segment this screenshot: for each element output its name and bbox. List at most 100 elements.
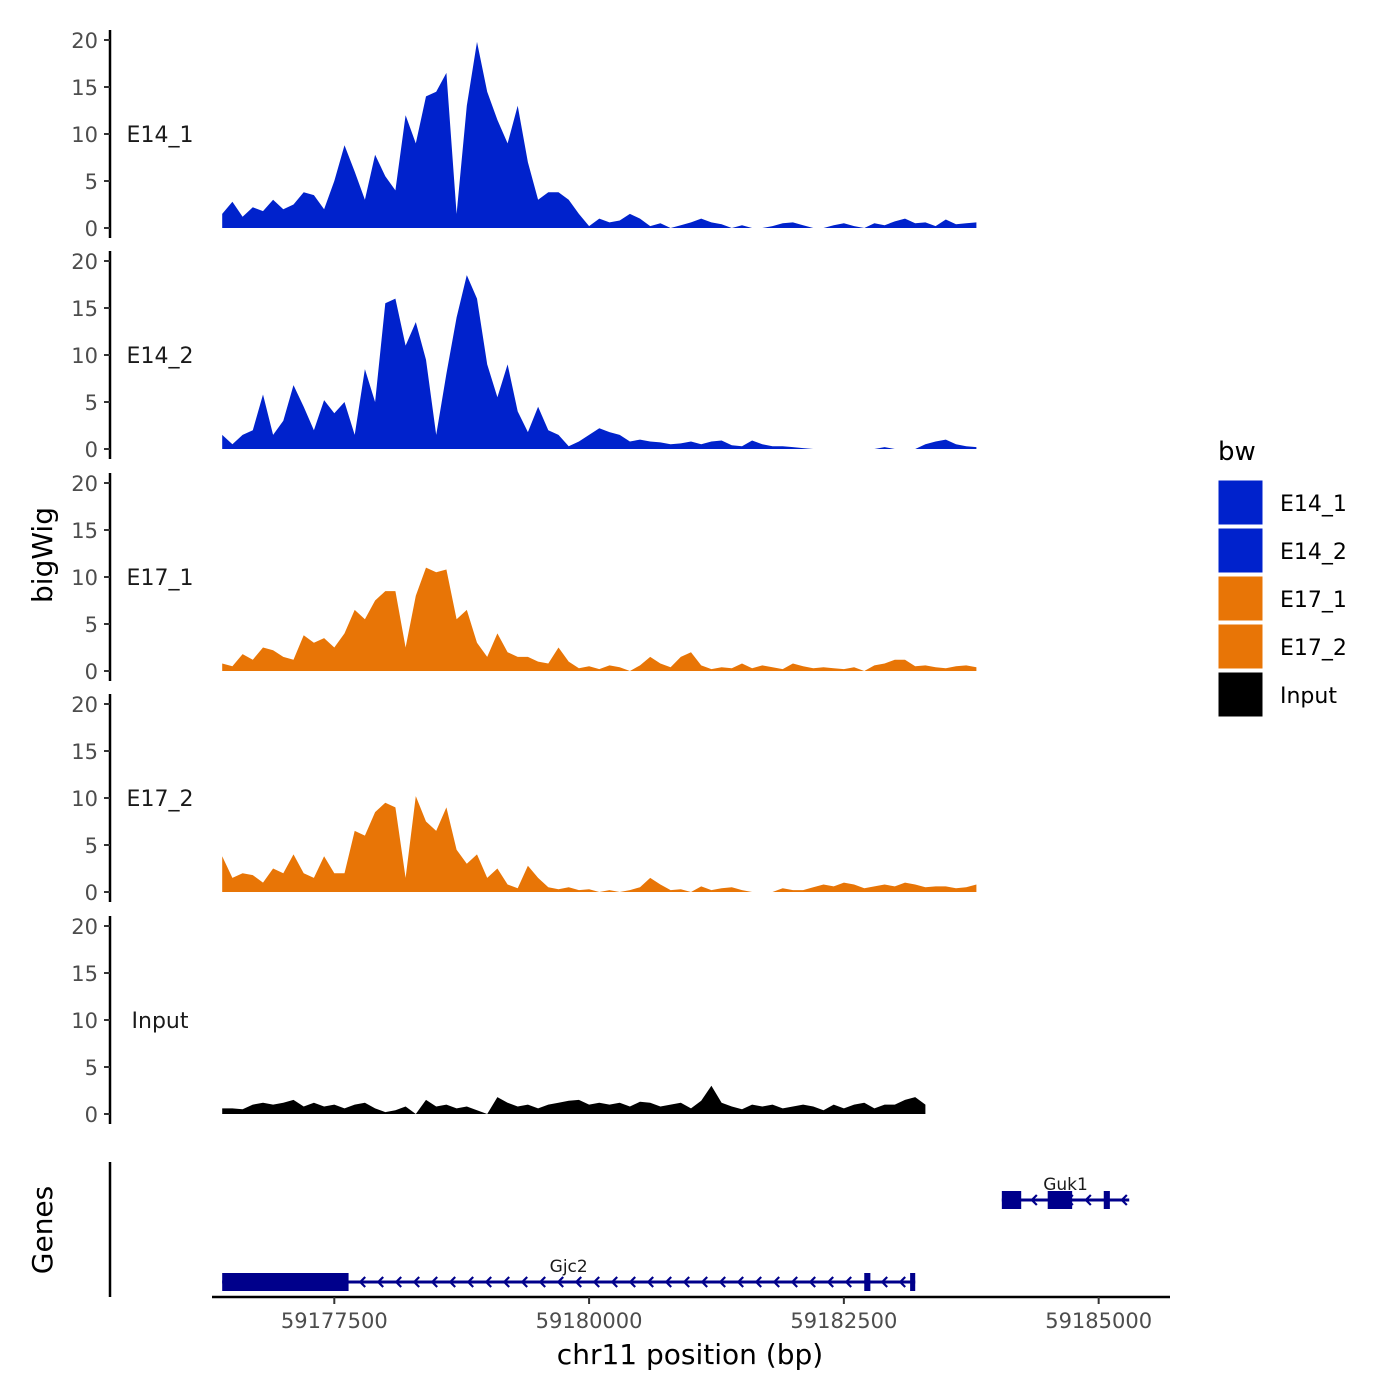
strand-arrow	[772, 1276, 780, 1288]
panel-label: E14_1	[127, 123, 194, 148]
y-tick-label: 15	[71, 297, 98, 321]
strand-arrow	[502, 1276, 510, 1288]
x-axis: 59177500 59180000 59182500 59185000	[212, 1295, 1170, 1333]
strand-arrow	[538, 1276, 546, 1288]
panel-label: E17_2	[127, 787, 194, 812]
panel-e17_2: 0 5 10 15 20 E17_2	[71, 693, 977, 905]
y-tick-label: 10	[71, 344, 98, 368]
area-e14_2	[222, 275, 977, 449]
legend-label: E17_2	[1280, 636, 1347, 661]
gene-guk1: Guk1	[1001, 1175, 1130, 1209]
panel-label: E14_2	[127, 344, 194, 369]
genes-axis-title: Genes	[26, 1186, 59, 1274]
gene-track: Gjc2 Guk1	[108, 1162, 1130, 1297]
y-tick-label: 5	[85, 834, 98, 858]
y-tick-label: 20	[71, 472, 98, 496]
strand-arrow	[556, 1276, 564, 1288]
strand-arrow	[358, 1276, 366, 1288]
panel-e14_2: 0 5 10 15 20 E14_2	[71, 250, 977, 462]
strand-arrow	[826, 1276, 834, 1288]
y-tick-label: 5	[85, 1056, 98, 1080]
gene-gjc2: Gjc2	[222, 1257, 916, 1291]
strand-arrow	[682, 1276, 690, 1288]
area-e17_2	[222, 796, 977, 892]
y-tick-label: 0	[85, 660, 98, 684]
y-tick-label: 5	[85, 391, 98, 415]
legend-label: Input	[1280, 684, 1337, 709]
panel-e14_1: 0 5 10 15 20 E14_1	[71, 29, 977, 241]
x-tick-label: 59182500	[790, 1309, 897, 1333]
strand-arrow	[448, 1276, 456, 1288]
y-tick-label: 15	[71, 519, 98, 543]
legend: bw E14_1 E14_2 E17_1 E17_2 Input	[1217, 437, 1347, 718]
y-tick-label: 0	[85, 881, 98, 905]
y-tick-label: 0	[85, 217, 98, 241]
strand-arrow	[520, 1276, 528, 1288]
strand-arrow	[808, 1276, 816, 1288]
y-tick-label: 20	[71, 693, 98, 717]
y-tick-label: 20	[71, 915, 98, 939]
exon-block	[1103, 1191, 1110, 1209]
y-tick-label: 15	[71, 740, 98, 764]
strand-arrow	[1030, 1194, 1038, 1206]
strand-arrow	[376, 1276, 384, 1288]
legend-label: E14_2	[1280, 540, 1347, 565]
strand-arrow	[736, 1276, 744, 1288]
legend-swatch-e17_2	[1217, 623, 1264, 670]
strand-arrow	[610, 1276, 618, 1288]
legend-swatch-e14_1	[1217, 479, 1264, 526]
area-input	[222, 1085, 926, 1114]
strand-arrow	[574, 1276, 582, 1288]
x-tick-label: 59180000	[536, 1309, 643, 1333]
x-axis-title: chr11 position (bp)	[557, 1338, 823, 1371]
strand-arrow	[484, 1276, 492, 1288]
strand-arrow	[1084, 1194, 1092, 1206]
area-e14_1	[222, 41, 977, 229]
gene-label: Gjc2	[550, 1257, 588, 1277]
panel-e17_1: 0 5 10 15 20 E17_1	[71, 472, 977, 684]
strand-arrow	[880, 1276, 888, 1288]
panel-label: E17_1	[127, 566, 194, 591]
legend-label: E14_1	[1280, 492, 1347, 517]
y-tick-label: 10	[71, 787, 98, 811]
x-tick-label: 59185000	[1045, 1309, 1152, 1333]
y-tick-label: 0	[85, 1103, 98, 1127]
strand-arrow	[718, 1276, 726, 1288]
y-tick-label: 15	[71, 76, 98, 100]
strand-arrow	[790, 1276, 798, 1288]
y-tick-label: 20	[71, 250, 98, 274]
exon-block	[864, 1273, 871, 1291]
strand-arrow	[394, 1276, 402, 1288]
y-axis-title: bigWig	[26, 507, 59, 603]
legend-swatch-e14_2	[1217, 527, 1264, 574]
strand-arrow	[592, 1276, 600, 1288]
y-tick-label: 10	[71, 123, 98, 147]
y-tick-label: 0	[85, 438, 98, 462]
legend-title: bw	[1218, 437, 1256, 467]
strand-arrow	[754, 1276, 762, 1288]
strand-arrow	[664, 1276, 672, 1288]
y-tick-label: 10	[71, 1009, 98, 1033]
exon-block	[1001, 1191, 1022, 1209]
coverage-panels: 05101520E14_105101520E14_205101520E17_10…	[71, 29, 977, 1127]
x-tick-label: 59177500	[281, 1309, 388, 1333]
legend-swatch-input	[1217, 671, 1264, 718]
gene-label: Guk1	[1043, 1175, 1088, 1195]
exon-block	[1047, 1191, 1073, 1209]
strand-arrow	[700, 1276, 708, 1288]
panel-label: Input	[132, 1009, 189, 1034]
area-e17_1	[222, 567, 977, 671]
y-tick-label: 5	[85, 613, 98, 637]
y-tick-label: 5	[85, 170, 98, 194]
legend-swatch-e17_1	[1217, 575, 1264, 622]
strand-arrow	[628, 1276, 636, 1288]
y-tick-label: 20	[71, 29, 98, 53]
panel-input: 0 5 10 15 20 Input	[71, 915, 926, 1127]
exon-block	[222, 1273, 349, 1291]
y-tick-label: 10	[71, 566, 98, 590]
strand-arrow	[412, 1276, 420, 1288]
exon-block	[910, 1273, 916, 1291]
strand-arrow	[466, 1276, 474, 1288]
strand-arrow	[430, 1276, 438, 1288]
